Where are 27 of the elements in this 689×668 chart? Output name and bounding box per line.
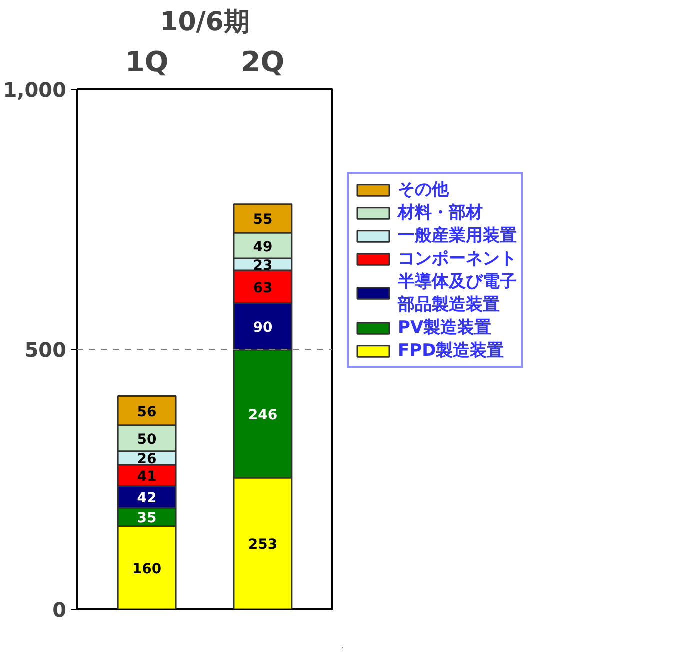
legend-label: FPD製造装置	[398, 340, 504, 362]
data-label: 42	[137, 490, 157, 507]
data-label: 246	[248, 407, 278, 424]
data-label: 35	[137, 510, 157, 527]
legend-label: 材料・部材	[398, 202, 483, 224]
legend-label: 一般産業用装置	[398, 225, 517, 247]
data-label: 49	[253, 239, 273, 256]
data-label: 26	[137, 452, 157, 468]
legend-label: PV製造装置	[398, 317, 492, 339]
legend-label: コンポーネント	[398, 248, 517, 270]
data-label: 160	[132, 561, 162, 578]
data-label: 23	[253, 258, 273, 274]
y-tick-label: 1,000	[3, 78, 67, 102]
y-tick-label: 500	[24, 338, 66, 362]
chart-title: 10/6期	[160, 8, 250, 38]
legend-label: その他	[398, 179, 449, 201]
x-tick-label: 2Q	[241, 46, 285, 78]
data-label: 50	[137, 432, 158, 448]
x-tick-label: 1Q	[125, 46, 169, 78]
data-label: 253	[248, 537, 278, 554]
data-label: 63	[253, 280, 273, 296]
data-label: 56	[137, 404, 157, 420]
data-label: 90	[253, 320, 273, 336]
data-label: 41	[137, 469, 157, 486]
legend-label: 半導体及び電子部品製造装置	[398, 271, 517, 316]
data-label: 55	[253, 212, 273, 228]
y-tick-label: 0	[52, 598, 67, 622]
